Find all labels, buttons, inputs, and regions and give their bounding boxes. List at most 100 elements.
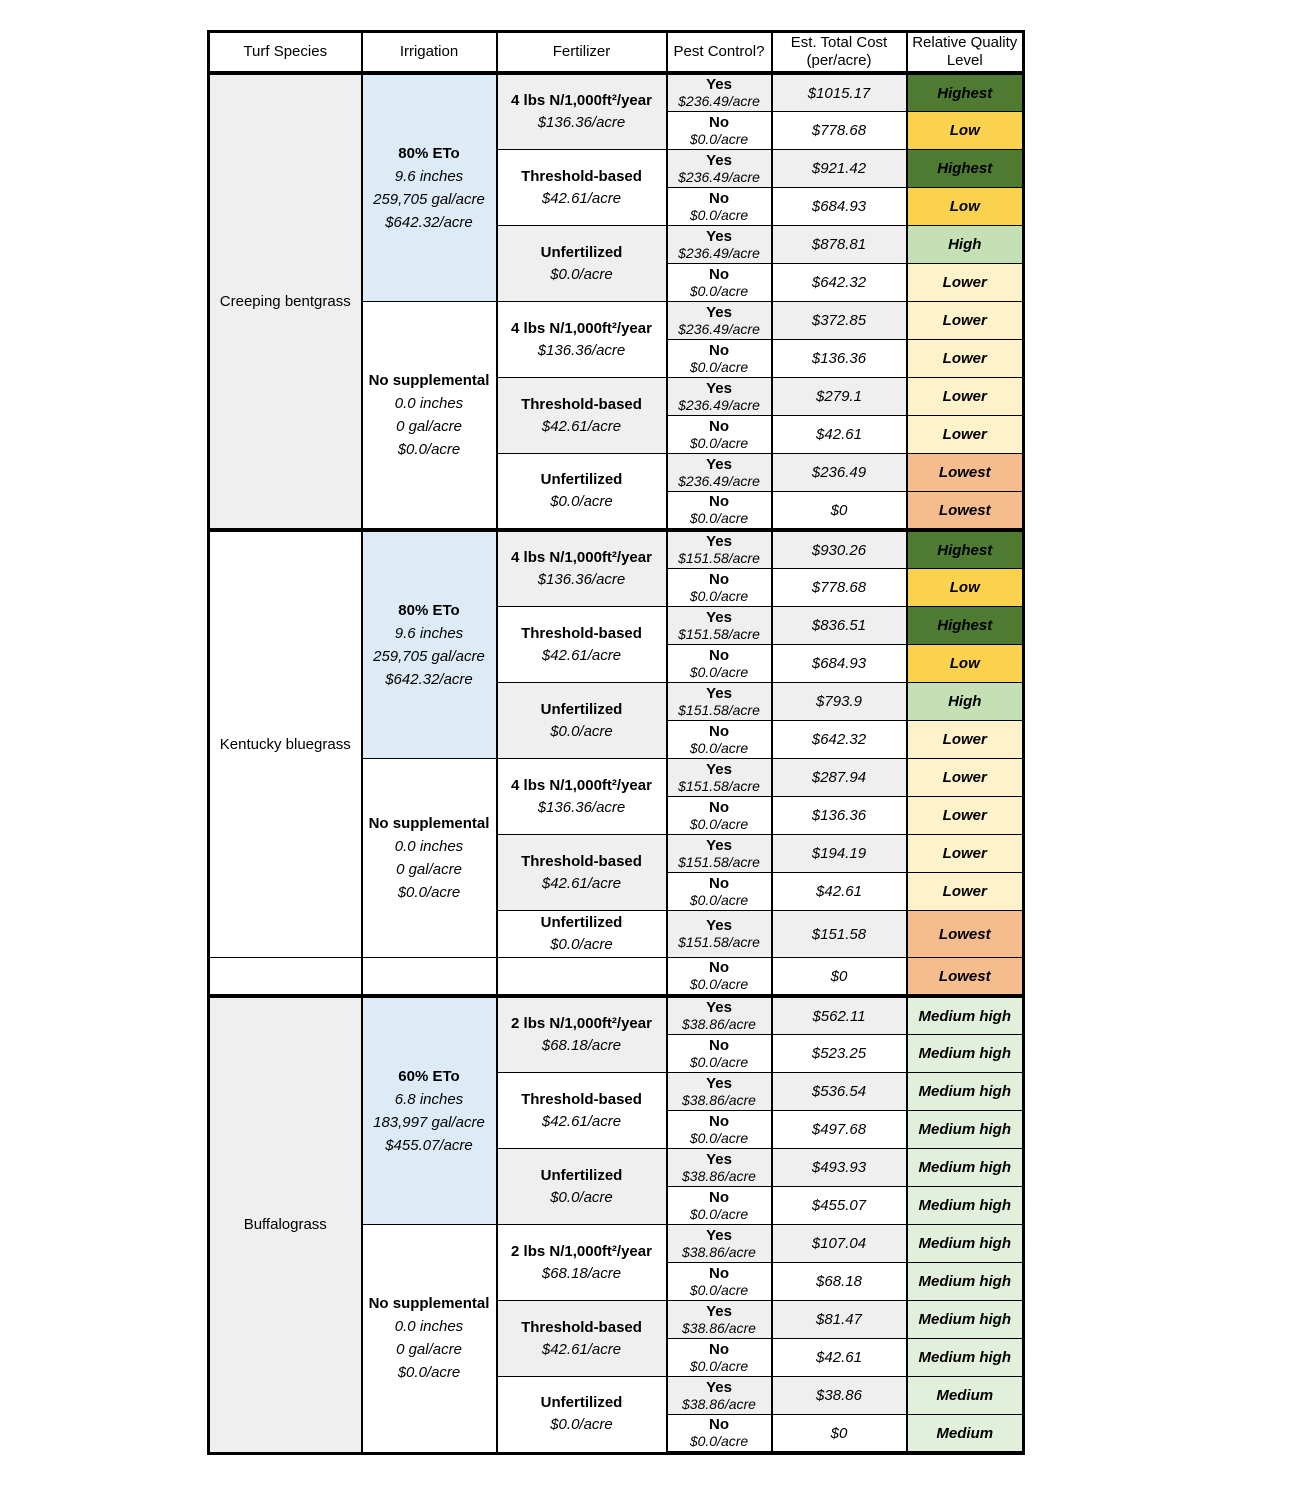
cell-text: $38.86/acre (682, 1091, 756, 1108)
table-row: Threshold-based $42.61/acre Yes $151.58/acr… (209, 834, 1025, 911)
cell-text: No (709, 417, 729, 435)
quality-level-cell: Medium high (905, 1186, 1025, 1225)
cell-text: 0.0 inches (394, 1318, 464, 1336)
cell-text: $236.49 (811, 464, 867, 481)
pest-control-cell: No $0.0/acre (665, 957, 773, 997)
cell-text: $136.36/acre (537, 341, 626, 359)
total-cost-cell: $42.61 (770, 1338, 908, 1377)
cell-text: Low (949, 198, 980, 215)
cell-text: Yes (706, 455, 732, 473)
fertilizer-cell: Threshold-based $42.61/acre (495, 1072, 668, 1149)
pest-control-cell: No $0.0/acre (665, 796, 773, 835)
species-cell: Buffalograss (207, 994, 363, 1454)
quality-level-cell: Medium high (905, 994, 1025, 1035)
cell-text: High (948, 236, 982, 253)
cell-text: Yes (706, 1302, 732, 1320)
table-row: No $0.0/acre $0 Medium (209, 1414, 1025, 1455)
cell-text: $0.0/acre (550, 936, 613, 953)
irrigation-cell: 80% ETo 9.6 inches 259,705 gal/acre $642.32… (360, 71, 498, 302)
table-row: Unfertilized $0.0/acre Yes $38.86/acre $493.… (209, 1148, 1025, 1225)
pest-control-cell: No $0.0/acre (665, 111, 773, 150)
fertilizer-cell: Threshold-based $42.61/acre (495, 377, 668, 454)
cell-text: Medium high (918, 1197, 1012, 1214)
cell-text: $151.58/acre (678, 701, 760, 718)
table-row: Threshold-based $42.61/acre Yes $236.49/acr… (209, 149, 1025, 226)
cell-text: $0 (830, 967, 848, 985)
column-header-pest-control: Pest Control? (665, 31, 773, 75)
table-row: Unfertilized $0.0/acre Yes $151.58/acre $151… (209, 910, 1025, 958)
pest-control-cell: Yes $151.58/acre (665, 910, 773, 958)
fertilizer-cell: Threshold-based $42.61/acre (495, 1300, 668, 1377)
total-cost-cell: $684.93 (770, 187, 908, 226)
cell-text: No (709, 570, 729, 588)
cell-text: $151.58/acre (678, 853, 760, 870)
cell-text: 60% ETo (398, 1068, 460, 1085)
total-cost-cell: $778.68 (770, 111, 908, 150)
cell-text: $279.1 (816, 388, 862, 405)
cell-text: Lower (942, 350, 987, 367)
quality-level-cell: Medium (905, 1376, 1025, 1415)
cell-text: $0.0/acre (689, 663, 749, 680)
cell-text: 9.6 inches (394, 168, 464, 185)
cell-text: Threshold-based (521, 624, 642, 642)
table-row: No $0.0/acre $0 Lowest (209, 491, 1025, 531)
cell-text: $0 (830, 1424, 848, 1442)
pest-control-cell: Yes $38.86/acre (665, 1300, 773, 1339)
cell-text: $68.18 (816, 1273, 862, 1290)
table-row: Creeping bentgrass 80% ETo 9.6 inches 259,7… (207, 71, 1025, 531)
cell-text: $0.0/acre (689, 976, 749, 992)
quality-level-cell: Lower (905, 377, 1025, 416)
cell-text: Medium (936, 1424, 994, 1442)
cell-text: $642.32/acre (385, 214, 473, 231)
cell-text: $0.0/acre (689, 130, 749, 147)
cell-text: $930.26 (811, 541, 867, 559)
table-row: Unfertilized $0.0/acre Yes $236.49/acre $236… (209, 453, 1025, 531)
total-cost-cell: $878.81 (770, 225, 908, 264)
fertilizer-cell: Threshold-based $42.61/acre (495, 149, 668, 226)
cell-text: Threshold-based (521, 167, 642, 185)
cell-text: 80% ETo (398, 145, 460, 162)
cell-text: $68.18/acre (541, 1037, 622, 1054)
quality-level-cell: Low (905, 111, 1025, 150)
quality-level-cell: Lowest (905, 491, 1025, 531)
cell-text: $0.0/acre (689, 891, 749, 908)
cell-text: Threshold-based (521, 1318, 642, 1336)
pest-control-cell: No $0.0/acre (665, 720, 773, 759)
total-cost-cell: $562.11 (770, 994, 908, 1035)
cell-text: 0 gal/acre (396, 418, 462, 435)
cell-text: $38.86 (816, 1387, 862, 1404)
cell-text: $151.58 (811, 925, 867, 943)
pest-control-cell: Yes $236.49/acre (665, 71, 773, 112)
cell-text: $136.36 (811, 807, 867, 824)
table-row: Threshold-based $42.61/acre Yes $151.58/acr… (209, 606, 1025, 683)
cell-text: $836.51 (811, 617, 867, 634)
total-cost-cell: $372.85 (770, 301, 908, 340)
fertilizer-cell: 2 lbs N/1,000ft²/year $68.18/acre (495, 994, 668, 1073)
quality-level-cell: Medium high (905, 1224, 1025, 1263)
cell-text: Low (949, 655, 980, 672)
cell-text: $136.36/acre (537, 114, 626, 131)
total-cost-cell: $136.36 (770, 796, 908, 835)
pest-control-cell: Yes $151.58/acre (665, 834, 773, 873)
cell-text: No supplemental (368, 815, 490, 832)
turf-cost-table: Turf Species Irrigation Fertilizer Pest … (207, 30, 1025, 1455)
fertilizer-cell: Unfertilized $0.0/acre (495, 1376, 668, 1454)
cell-text: Yes (706, 999, 732, 1016)
cell-text: 4 lbs N/1,000ft²/year (511, 319, 652, 337)
cell-text: No (709, 341, 729, 359)
column-header-quality-level: Relative Quality Level (905, 31, 1025, 75)
cell-text: $536.54 (811, 1083, 867, 1100)
total-cost-cell: $684.93 (770, 644, 908, 683)
cell-text: $42.61/acre (541, 417, 622, 435)
quality-level-cell: Highest (905, 149, 1025, 188)
cell-text: $38.86/acre (682, 1167, 756, 1184)
cell-text: Lower (942, 883, 987, 900)
table-row: No supplemental 0.0 inches 0 gal/acre $0.0/… (209, 758, 1025, 958)
fertilizer-cell: Unfertilized $0.0/acre (495, 225, 668, 302)
pest-control-cell: Yes $236.49/acre (665, 377, 773, 416)
column-header-est-total-cost: Est. Total Cost (per/acre) (770, 31, 908, 75)
table-row: Unfertilized $0.0/acre Yes $236.49/acre $878… (209, 225, 1025, 302)
cell-text: $0.0/acre (689, 358, 749, 375)
cell-text: Medium (936, 1387, 994, 1404)
quality-level-cell: Lowest (905, 453, 1025, 492)
